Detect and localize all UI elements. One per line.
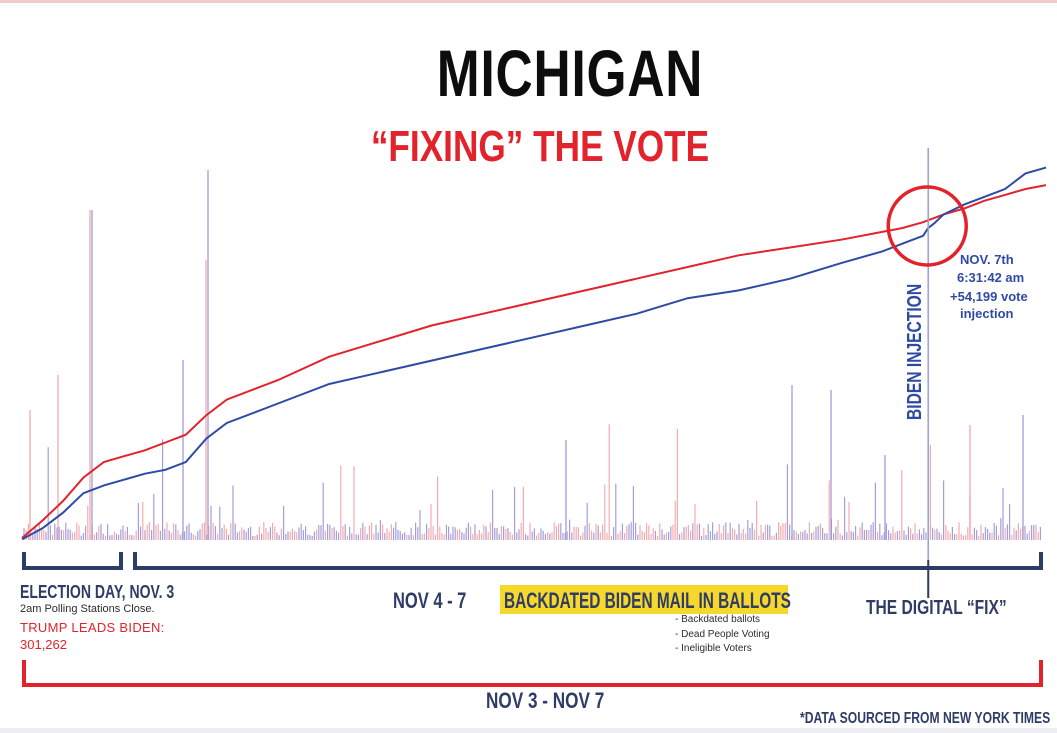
bullet-item: - Backdated ballots [675,614,761,625]
annotation-votes: +54,199 vote [950,289,1028,304]
election-day-bracket [22,552,123,570]
source-note: *DATA SOURCED FROM NEW YORK TIMES [800,710,1051,727]
bullet-item: - Ineligible Voters [675,643,752,654]
annotation-date: NOV. 7th [960,252,1014,267]
chart-subtitle: “FIXING” THE VOTE [370,122,710,171]
series-line-biden [21,166,1047,541]
series-line-trump [21,184,1047,539]
bullet-item: - Dead People Voting [675,628,770,640]
digital-fix-label: THE DIGITAL “FIX” [866,597,1007,619]
annotation-injection: injection [960,306,1014,321]
top-rule [0,0,1057,3]
injection-circle [886,185,968,267]
backdated-banner: BACKDATED BIDEN MAIL IN BALLOTS [500,585,791,614]
series-lines [21,166,1047,541]
nov4-7-label: NOV 4 - 7 [393,588,467,613]
election-day-label: ELECTION DAY, NOV. 3 [20,582,175,602]
trump-leads-label: TRUMP LEADS BIDEN: [20,620,165,635]
banner-text: BACKDATED BIDEN MAIL IN BALLOTS [504,588,791,613]
nov4-7-bracket [133,552,1043,570]
chart-title: MICHIGAN [436,36,704,110]
nov3-7-bracket [22,660,1043,687]
bullet-list: - Backdated ballots - Dead People Voting… [675,613,770,657]
bottom-rule [0,728,1057,733]
nov3-nov7-label: NOV 3 - NOV 7 [486,688,605,713]
annotation-time: 6:31:42 am [957,270,1025,285]
biden-injection-label: BIDEN INJECTION [904,283,926,420]
trump-margin-value: 301,262 [20,637,67,652]
vote-batch-spikes [23,170,1042,540]
chart-decorations [22,148,1043,687]
polling-note: 2am Polling Stations Close. [20,603,155,615]
